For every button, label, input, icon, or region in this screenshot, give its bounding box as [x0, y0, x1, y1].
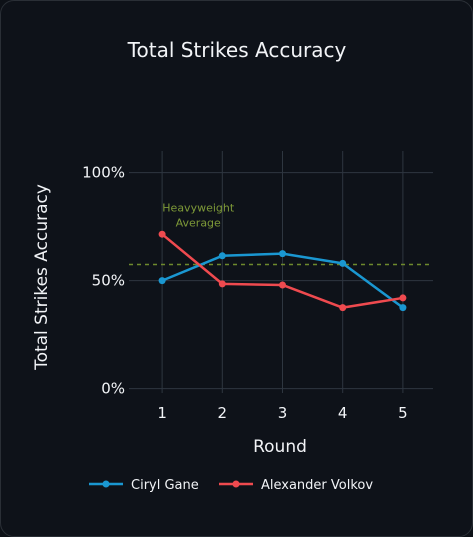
x-tick-label-1: 1 — [157, 404, 167, 422]
x-tick-label-2: 2 — [218, 404, 228, 422]
y-axis-label: Total Strikes Accuracy — [32, 184, 52, 371]
ticks-group: 0% 50% 100% 1 2 3 4 5 — [82, 164, 408, 422]
x-axis-label: Round — [253, 437, 307, 457]
y-tick-label-0: 0% — [101, 380, 125, 398]
reference-line-group: Heavyweight Average — [129, 201, 433, 266]
x-tick-label-4: 4 — [338, 404, 348, 422]
reference-line-label-1: Heavyweight — [162, 201, 235, 214]
data-point-ciryl-gane-1 — [158, 277, 166, 285]
legend-marker-ciryl-gane — [102, 480, 110, 488]
chart-title: Total Strikes Accuracy — [127, 38, 347, 62]
grid — [129, 151, 433, 393]
legend-label-alexander-volkov: Alexander Volkov — [261, 478, 373, 493]
legend-label-ciryl-gane: Ciryl Gane — [131, 478, 199, 493]
y-tick-label-2: 100% — [82, 164, 125, 182]
data-point-alexander-volkov-5 — [399, 294, 407, 302]
reference-line-label-2: Average — [176, 216, 221, 229]
x-tick-label-3: 3 — [278, 404, 288, 422]
series-group — [158, 230, 407, 312]
data-point-alexander-volkov-1 — [158, 230, 166, 238]
data-point-ciryl-gane-3 — [279, 250, 287, 258]
data-point-alexander-volkov-4 — [339, 304, 347, 312]
data-point-ciryl-gane-5 — [399, 304, 407, 312]
legend[interactable]: Ciryl Gane Alexander Volkov — [89, 478, 373, 493]
data-point-alexander-volkov-3 — [279, 281, 287, 289]
data-point-ciryl-gane-2 — [218, 252, 226, 260]
y-tick-label-1: 50% — [92, 272, 125, 290]
data-point-ciryl-gane-4 — [339, 259, 347, 267]
legend-marker-alexander-volkov — [232, 480, 240, 488]
x-tick-label-5: 5 — [398, 404, 408, 422]
data-point-alexander-volkov-2 — [218, 280, 226, 288]
